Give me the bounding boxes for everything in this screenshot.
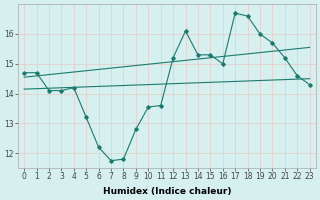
- X-axis label: Humidex (Indice chaleur): Humidex (Indice chaleur): [103, 187, 231, 196]
